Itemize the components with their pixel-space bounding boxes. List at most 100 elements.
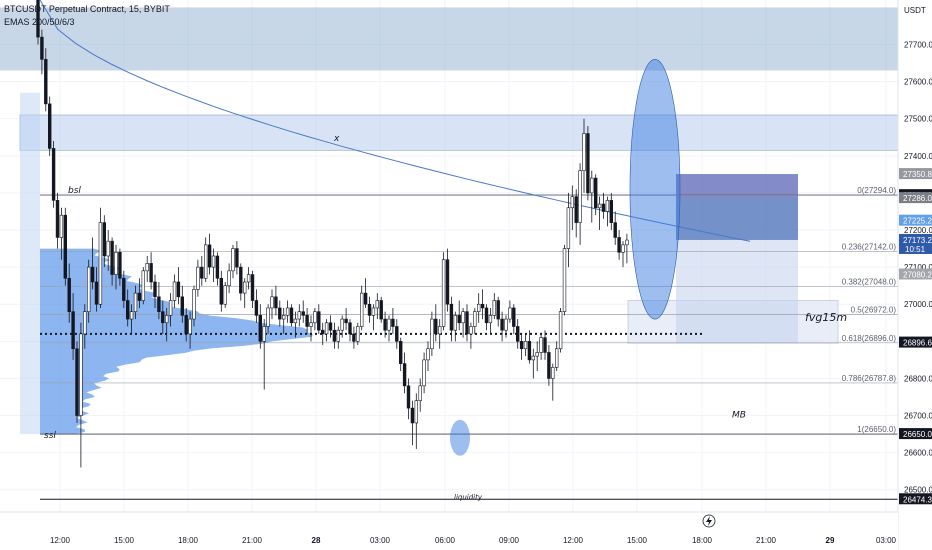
time-tick-label: 03:00 xyxy=(876,536,897,545)
candle-body xyxy=(309,322,313,327)
price-tick-label: 27100.0 xyxy=(904,263,932,272)
candle-body xyxy=(149,263,153,283)
candle-body xyxy=(597,203,602,209)
time-tick-label: 18:00 xyxy=(692,536,713,545)
candle-body xyxy=(106,240,110,257)
candle-body xyxy=(434,318,438,335)
candle-body xyxy=(71,311,75,350)
symbol-title[interactable]: BTCUSDT Perpetual Contract, 15, BYBIT xyxy=(4,4,170,14)
candle-body xyxy=(227,270,231,286)
price-tick-label: 26800.0 xyxy=(904,374,932,383)
candle-body xyxy=(320,329,325,335)
time-tick-label: 18:00 xyxy=(178,536,199,545)
time-axis xyxy=(0,512,898,550)
candle-body xyxy=(297,311,301,320)
price-badge-label: 27350.8 xyxy=(903,170,932,179)
candle-body xyxy=(110,240,114,275)
candle-body xyxy=(551,367,555,379)
candle-body xyxy=(47,103,52,149)
candle-body xyxy=(558,311,563,350)
candle-body xyxy=(582,133,586,171)
candle-body xyxy=(531,355,536,361)
candle-body xyxy=(262,326,266,342)
candle-body xyxy=(574,196,578,223)
candle-body xyxy=(395,326,399,342)
candle-body xyxy=(118,251,122,279)
candle-body xyxy=(383,318,387,331)
candle-body xyxy=(114,251,118,275)
annotation-liquidity: liquidity xyxy=(454,493,483,501)
candle-body xyxy=(340,318,344,331)
candle-body xyxy=(336,329,340,342)
lightning-bolt-icon xyxy=(706,516,712,526)
candle-body xyxy=(504,318,508,331)
candle-body xyxy=(617,237,621,253)
candle-body xyxy=(437,326,442,335)
supply-zone-top xyxy=(0,7,898,71)
candle-body xyxy=(293,318,298,324)
fib-label: 0.382(27048.0) xyxy=(842,277,897,286)
chart-legend: BTCUSDT Perpetual Contract, 15, BYBIT EM… xyxy=(4,3,170,29)
candle-body xyxy=(211,255,216,268)
candle-body xyxy=(270,296,274,309)
candle-body xyxy=(492,300,496,316)
price-badge xyxy=(899,428,932,440)
candle-body xyxy=(457,315,461,324)
candle-body xyxy=(324,322,329,335)
candle-body xyxy=(36,0,40,38)
price-badge xyxy=(899,192,932,204)
candle-body xyxy=(328,322,333,331)
fib-label: 0.236(27142.0) xyxy=(842,243,897,252)
candle-body xyxy=(562,248,567,312)
time-tick-label: 15:00 xyxy=(114,536,135,545)
candle-body xyxy=(402,363,407,387)
candle-body xyxy=(94,281,99,305)
candle-body xyxy=(161,311,165,324)
candle-body xyxy=(254,300,259,316)
time-tick-label: 21:00 xyxy=(756,536,777,545)
candle-body xyxy=(535,352,539,357)
candle-body xyxy=(98,222,103,305)
candle-body xyxy=(414,400,418,424)
candle-body xyxy=(348,322,352,335)
candle-body xyxy=(554,348,559,368)
price-badge xyxy=(899,233,932,254)
candle-body xyxy=(75,348,79,416)
price-badge-label: 27286.0 xyxy=(903,194,932,203)
candle-body xyxy=(625,239,629,246)
candle-body xyxy=(83,311,87,335)
candle-body xyxy=(145,263,149,272)
candle-body xyxy=(613,222,617,238)
time-tick-label: 09:00 xyxy=(499,536,520,545)
fib-label: 0.786(26787.8) xyxy=(842,374,897,383)
candle-body xyxy=(543,337,547,353)
candle-body xyxy=(586,133,590,194)
price-tick-label: 27200.0 xyxy=(904,226,932,235)
indicator-label[interactable]: EMAS 200/50/6/3 xyxy=(4,17,75,27)
candle-body xyxy=(621,244,625,253)
candle-body xyxy=(523,341,528,350)
candle-body xyxy=(332,329,337,342)
candle-body xyxy=(289,307,294,324)
liquidity-sweep-bottom xyxy=(450,419,470,456)
candle-body xyxy=(601,203,606,212)
candle-body xyxy=(196,266,200,290)
supply-zone-x xyxy=(19,114,899,151)
volume-profile xyxy=(40,248,313,435)
candle-body xyxy=(449,303,454,331)
candle-body xyxy=(593,177,598,209)
candle-body xyxy=(539,337,543,353)
candle-body xyxy=(184,315,188,335)
candle-body xyxy=(387,318,391,331)
candle-body xyxy=(129,311,134,320)
candle-body xyxy=(375,300,379,309)
candle-body xyxy=(461,311,465,324)
candle-body xyxy=(508,307,512,320)
candle-body xyxy=(590,177,594,194)
candle-body xyxy=(79,333,83,416)
price-tick-label: 26700.0 xyxy=(904,412,932,421)
price-tick-label: 27400.0 xyxy=(904,152,932,161)
candle-body xyxy=(441,259,446,327)
